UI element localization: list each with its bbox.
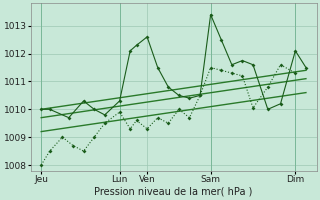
X-axis label: Pression niveau de la mer( hPa ): Pression niveau de la mer( hPa ) xyxy=(94,187,253,197)
